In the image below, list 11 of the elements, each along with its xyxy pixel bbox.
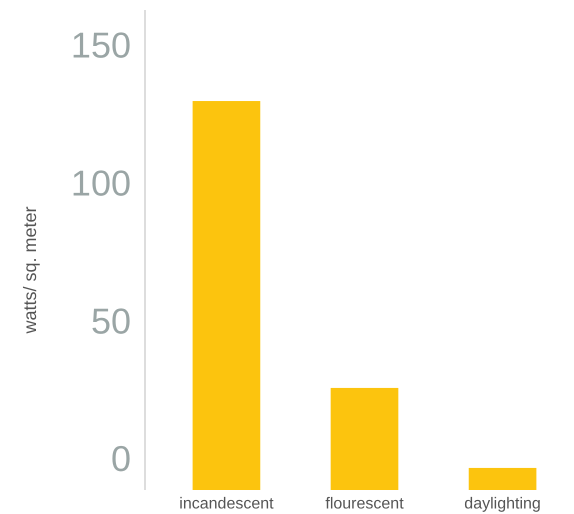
x-tick-label: flourescent: [325, 495, 404, 512]
y-tick-label: 100: [70, 162, 131, 204]
y-tick-label: 150: [70, 24, 131, 66]
y-tick-label: 0: [110, 438, 131, 480]
x-tick-label: incandescent: [179, 495, 274, 512]
x-tick-label: daylighting: [464, 495, 541, 512]
bar: [192, 101, 260, 490]
y-axis-title: watts/ sq. meter: [20, 206, 40, 335]
bar: [468, 468, 536, 490]
bar: [330, 388, 398, 490]
y-tick-label: 50: [90, 300, 131, 342]
